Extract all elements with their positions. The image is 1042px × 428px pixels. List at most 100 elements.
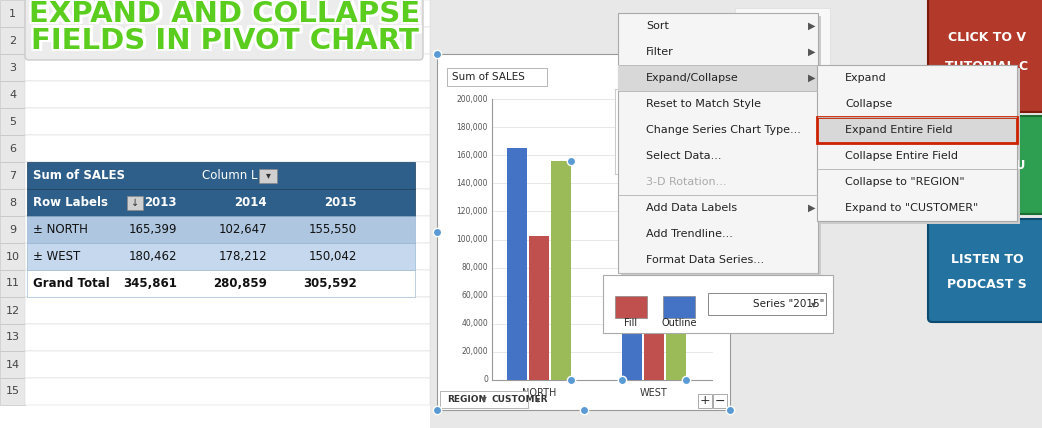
Text: 10: 10 bbox=[5, 252, 20, 262]
Bar bbox=[25, 81, 430, 108]
Text: FIELDS IN PIVOT CHART: FIELDS IN PIVOT CHART bbox=[28, 27, 417, 54]
Bar bbox=[437, 54, 730, 410]
Text: FIELDS IN PIVOT CHART: FIELDS IN PIVOT CHART bbox=[31, 29, 419, 57]
Text: 200,000: 200,000 bbox=[456, 95, 488, 104]
Bar bbox=[0, 108, 25, 135]
Bar bbox=[0, 297, 25, 324]
Text: ▶: ▶ bbox=[809, 203, 816, 213]
Text: Expand: Expand bbox=[845, 73, 887, 83]
Text: TUTORIAL C: TUTORIAL C bbox=[945, 60, 1028, 74]
Text: 160,000: 160,000 bbox=[456, 151, 488, 160]
Text: ▶: ▶ bbox=[809, 47, 816, 57]
Text: Row Labels: Row Labels bbox=[33, 196, 108, 209]
Text: CUSTOMER: CUSTOMER bbox=[491, 395, 547, 404]
Text: PODCAST S: PODCAST S bbox=[947, 278, 1026, 291]
Bar bbox=[0, 0, 25, 27]
Bar bbox=[0, 351, 25, 378]
Text: the crow: the crow bbox=[745, 47, 788, 57]
Bar bbox=[820, 68, 1020, 224]
Bar bbox=[0, 270, 25, 297]
Text: Change Series Chart Type...: Change Series Chart Type... bbox=[646, 125, 801, 135]
Bar bbox=[27, 270, 415, 297]
Text: ▼: ▼ bbox=[481, 395, 487, 404]
Text: ± NORTH: ± NORTH bbox=[33, 223, 88, 236]
Text: Collapse: Collapse bbox=[845, 99, 892, 109]
Text: Expand Entire Field: Expand Entire Field bbox=[845, 125, 952, 135]
Bar bbox=[27, 243, 415, 270]
Bar bbox=[25, 324, 430, 351]
Text: ▾: ▾ bbox=[669, 98, 673, 108]
Text: EXPAND AND COLLAPSE: EXPAND AND COLLAPSE bbox=[32, 2, 423, 30]
Text: 102,647: 102,647 bbox=[219, 223, 267, 236]
Bar bbox=[615, 296, 647, 318]
Bar bbox=[25, 108, 430, 135]
Bar bbox=[621, 126, 630, 135]
Text: 5: 5 bbox=[9, 116, 16, 127]
Bar bbox=[25, 27, 430, 54]
Text: 155,550: 155,550 bbox=[308, 223, 357, 236]
Text: Sum of SALES: Sum of SALES bbox=[33, 169, 125, 182]
Text: 100,000: 100,000 bbox=[456, 235, 488, 244]
Text: 0: 0 bbox=[483, 375, 488, 384]
FancyBboxPatch shape bbox=[928, 0, 1042, 112]
Bar bbox=[25, 189, 430, 216]
Text: WEST: WEST bbox=[640, 388, 668, 398]
Bar bbox=[0, 0, 430, 428]
Text: 165,399: 165,399 bbox=[128, 223, 177, 236]
Bar bbox=[621, 109, 630, 118]
Text: 280,859: 280,859 bbox=[214, 277, 267, 290]
Bar bbox=[0, 189, 25, 216]
Text: 11: 11 bbox=[5, 279, 20, 288]
Text: FIELDS IN PIVOT CHART: FIELDS IN PIVOT CHART bbox=[31, 27, 419, 54]
Bar bbox=[708, 293, 826, 315]
Text: 60,000: 60,000 bbox=[462, 291, 488, 300]
Bar bbox=[618, 13, 818, 273]
Text: 305,592: 305,592 bbox=[303, 277, 357, 290]
Text: 3: 3 bbox=[9, 62, 16, 72]
Text: Reset to Match Style: Reset to Match Style bbox=[646, 99, 761, 109]
Bar bbox=[25, 54, 430, 81]
Text: ▶: ▶ bbox=[809, 21, 816, 31]
Text: Expand to "CUSTOMER": Expand to "CUSTOMER" bbox=[845, 203, 978, 213]
Bar bbox=[25, 378, 430, 405]
FancyBboxPatch shape bbox=[928, 219, 1042, 322]
Bar bbox=[622, 126, 642, 380]
Bar bbox=[25, 135, 430, 162]
Bar bbox=[440, 391, 528, 408]
Text: YEAR: YEAR bbox=[621, 96, 649, 106]
Bar bbox=[25, 216, 430, 243]
Text: m: m bbox=[745, 9, 789, 51]
Text: Collapse Entire Field: Collapse Entire Field bbox=[845, 151, 958, 161]
Bar bbox=[25, 297, 430, 324]
Bar bbox=[27, 216, 415, 243]
Text: ▾: ▾ bbox=[811, 299, 816, 309]
Text: 13: 13 bbox=[5, 333, 20, 342]
Text: 178,212: 178,212 bbox=[219, 250, 267, 263]
Bar bbox=[817, 117, 1017, 143]
Text: Add Data Labels: Add Data Labels bbox=[646, 203, 737, 213]
Bar bbox=[0, 135, 25, 162]
Text: Outline: Outline bbox=[662, 318, 697, 328]
Text: 2015: 2015 bbox=[324, 196, 357, 209]
FancyBboxPatch shape bbox=[25, 0, 423, 60]
Text: EXPAND AND COLLAPSE: EXPAND AND COLLAPSE bbox=[27, 2, 418, 30]
Bar bbox=[259, 169, 277, 183]
Text: 20,000: 20,000 bbox=[462, 348, 488, 357]
Text: 40,000: 40,000 bbox=[462, 319, 488, 328]
Text: FIELDS IN PIVOT CHART: FIELDS IN PIVOT CHART bbox=[28, 29, 417, 57]
Bar bbox=[551, 161, 571, 380]
Text: Grand Total: Grand Total bbox=[33, 277, 109, 290]
Text: 2: 2 bbox=[9, 36, 16, 45]
Bar bbox=[25, 0, 430, 27]
Bar bbox=[25, 162, 430, 189]
Bar bbox=[663, 296, 695, 318]
Text: EXCEL COU: EXCEL COU bbox=[948, 158, 1025, 172]
Bar bbox=[529, 236, 549, 380]
Bar bbox=[0, 243, 25, 270]
Bar bbox=[618, 65, 818, 91]
Bar bbox=[653, 96, 681, 110]
Bar bbox=[447, 68, 547, 86]
Text: Sort: Sort bbox=[646, 21, 669, 31]
Text: Column L: Column L bbox=[202, 169, 257, 182]
Text: CLICK TO V: CLICK TO V bbox=[948, 31, 1026, 45]
